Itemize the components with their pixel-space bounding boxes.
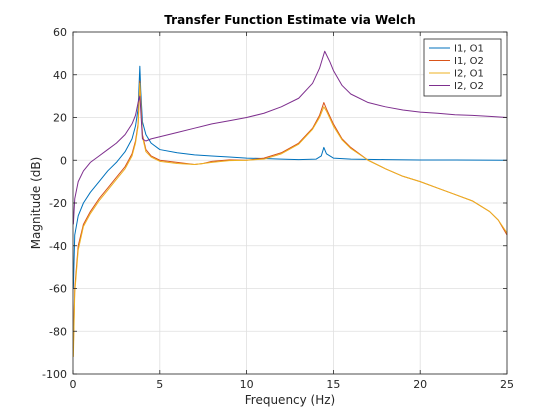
- legend-label: I1, O1: [454, 44, 484, 55]
- x-tick-label: 10: [240, 378, 254, 391]
- legend-label: I2, O2: [454, 81, 484, 92]
- ticks: 0 5 10 15 20 25 -100 -80 -60 -40 -20 0 20 40 60: [42, 26, 514, 391]
- y-tick-label: 0: [60, 154, 67, 167]
- series-line-3: [72, 82, 508, 357]
- legend-label: I2, O1: [454, 69, 484, 80]
- y-tick-label: -80: [49, 325, 67, 338]
- y-tick-label: -20: [49, 197, 67, 210]
- y-tick-label: -100: [42, 368, 67, 381]
- y-axis-title: Magnitude (dB): [29, 157, 43, 250]
- x-tick-label: 15: [326, 378, 340, 391]
- series-line-1: [72, 65, 508, 289]
- y-tick-label: -60: [49, 283, 67, 296]
- x-tick-label: 25: [500, 378, 514, 391]
- chart-title: Transfer Function Estimate via Welch: [164, 13, 415, 27]
- legend-label: I1, O2: [454, 56, 484, 67]
- series-layer: [72, 50, 508, 357]
- y-tick-label: -40: [49, 240, 67, 253]
- series-line-4: [72, 50, 508, 225]
- y-tick-label: 40: [53, 69, 67, 82]
- y-tick-label: 20: [53, 112, 67, 125]
- y-tick-label: 60: [53, 26, 67, 39]
- x-tick-label: 0: [70, 378, 77, 391]
- x-axis-title: Frequency (Hz): [245, 393, 336, 407]
- x-tick-label: 5: [156, 378, 163, 391]
- x-tick-label: 20: [413, 378, 427, 391]
